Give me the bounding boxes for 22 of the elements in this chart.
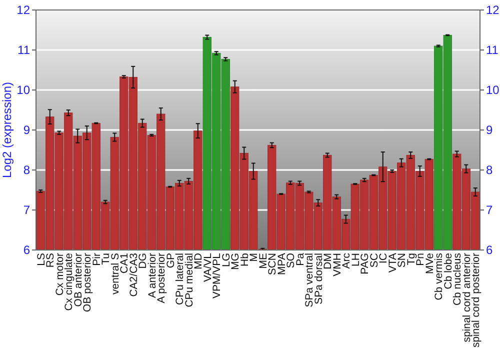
y-axis-title: Log2 (expression) <box>0 82 14 178</box>
x-tick-label: SPa dorsal <box>312 253 325 304</box>
x-tick-label: CPu medial <box>183 253 196 308</box>
y-tick-label: 12 <box>16 3 30 18</box>
y-tick-label: 8 <box>23 163 30 178</box>
y2-tick-label: 9 <box>486 123 493 138</box>
x-tick-label: Cb lobe <box>442 252 454 290</box>
y2-tick-label: 8 <box>486 163 493 178</box>
y2-tick-label: 7 <box>486 203 493 218</box>
y-tick-label: 10 <box>16 83 30 98</box>
y2-tick-label: 10 <box>486 83 500 98</box>
y-tick-label: 9 <box>23 123 30 138</box>
x-tick-label: LS <box>35 253 48 266</box>
x-tick-label: spinal cord posterior <box>470 252 482 348</box>
y2-tick-label: 11 <box>486 43 499 58</box>
y-tick-label: 11 <box>18 43 30 58</box>
x-tick-label: Hb <box>238 252 251 266</box>
x-tick-label: RS <box>44 253 57 268</box>
y2-tick-label: 6 <box>486 243 493 258</box>
y-tick-label: 6 <box>23 243 30 258</box>
y-tick-label: 7 <box>23 203 30 218</box>
y2-tick-label: 12 <box>486 3 500 18</box>
